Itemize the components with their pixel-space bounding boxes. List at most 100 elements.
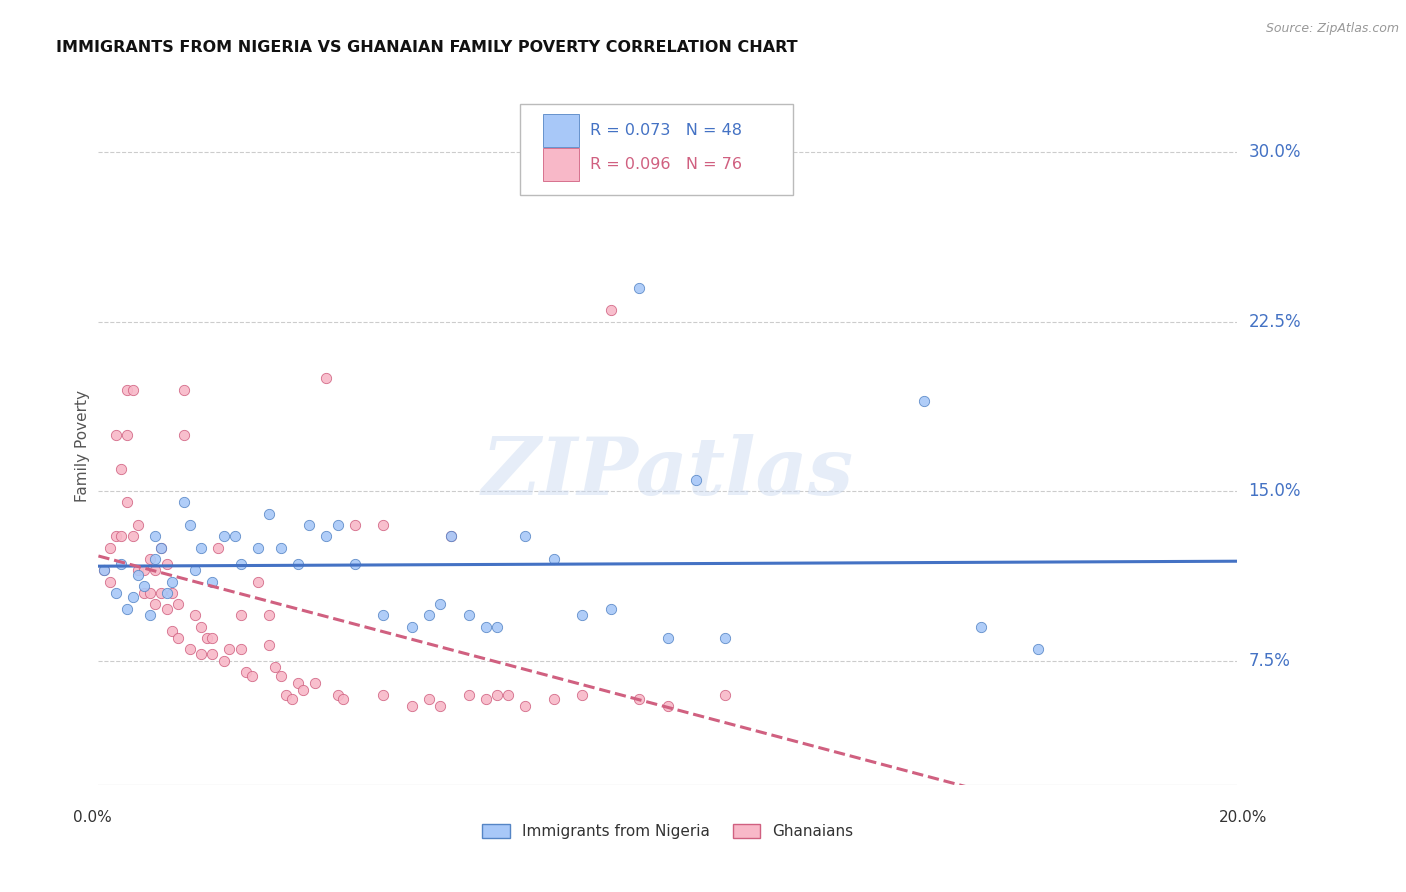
Point xyxy=(212,654,235,668)
Point xyxy=(190,647,212,661)
Point xyxy=(229,608,252,623)
Point xyxy=(162,586,184,600)
Point xyxy=(259,608,281,623)
Y-axis label: Family Poverty: Family Poverty xyxy=(75,390,90,502)
Point xyxy=(270,541,292,555)
Point xyxy=(457,688,479,702)
Point xyxy=(145,552,167,566)
Point xyxy=(714,688,737,702)
Point xyxy=(440,529,463,543)
Point xyxy=(287,557,309,571)
Point xyxy=(235,665,257,679)
Point xyxy=(515,698,537,713)
Point xyxy=(457,608,479,623)
Point xyxy=(104,586,127,600)
Point xyxy=(201,631,224,645)
Point xyxy=(145,597,167,611)
Text: IMMIGRANTS FROM NIGERIA VS GHANAIAN FAMILY POVERTY CORRELATION CHART: IMMIGRANTS FROM NIGERIA VS GHANAIAN FAMI… xyxy=(56,40,797,55)
Legend: Immigrants from Nigeria, Ghanaians: Immigrants from Nigeria, Ghanaians xyxy=(477,818,859,845)
Point xyxy=(657,698,679,713)
Point xyxy=(173,495,195,509)
Point xyxy=(156,601,179,615)
Point xyxy=(246,541,269,555)
Point xyxy=(543,692,565,706)
Point xyxy=(212,529,235,543)
Point xyxy=(173,383,195,397)
Point xyxy=(127,567,149,582)
Point xyxy=(498,688,520,702)
Point xyxy=(110,529,132,543)
Point xyxy=(127,518,149,533)
Point xyxy=(315,371,337,385)
Point xyxy=(167,631,190,645)
Point xyxy=(229,557,252,571)
Point xyxy=(628,281,651,295)
Point xyxy=(685,473,707,487)
Point xyxy=(173,427,195,442)
Point xyxy=(145,563,167,577)
Point xyxy=(127,563,149,577)
Point xyxy=(240,669,263,683)
Point xyxy=(1026,642,1049,657)
Point xyxy=(156,557,179,571)
Point xyxy=(429,698,451,713)
Point xyxy=(298,518,321,533)
Text: 30.0%: 30.0% xyxy=(1249,144,1301,161)
Point xyxy=(440,529,463,543)
Point xyxy=(287,676,309,690)
Text: ZIPatlas: ZIPatlas xyxy=(482,434,853,512)
Point xyxy=(474,620,496,634)
Point xyxy=(184,563,207,577)
Point xyxy=(132,579,155,593)
Point xyxy=(138,552,160,566)
Point xyxy=(373,688,395,702)
Point xyxy=(93,563,115,577)
Point xyxy=(628,692,651,706)
Point xyxy=(543,552,565,566)
Point xyxy=(115,495,138,509)
Point xyxy=(246,574,269,589)
Text: 22.5%: 22.5% xyxy=(1249,313,1301,331)
Point xyxy=(167,597,190,611)
Point xyxy=(190,541,212,555)
Point xyxy=(264,660,287,674)
Point xyxy=(304,676,326,690)
Point xyxy=(121,529,143,543)
Point xyxy=(93,563,115,577)
Point xyxy=(190,620,212,634)
Text: 7.5%: 7.5% xyxy=(1249,652,1291,670)
Point xyxy=(150,586,173,600)
Point xyxy=(115,383,138,397)
Point xyxy=(98,541,121,555)
Point xyxy=(150,541,173,555)
Point xyxy=(373,608,395,623)
Point xyxy=(138,608,160,623)
Point xyxy=(270,669,292,683)
Point xyxy=(121,383,143,397)
FancyBboxPatch shape xyxy=(543,148,579,181)
Point xyxy=(121,591,143,605)
Point xyxy=(418,608,440,623)
Point xyxy=(571,608,593,623)
Point xyxy=(179,642,201,657)
Point xyxy=(218,642,240,657)
Point xyxy=(571,688,593,702)
Point xyxy=(207,541,229,555)
Point xyxy=(912,393,935,408)
Point xyxy=(115,427,138,442)
Point xyxy=(179,518,201,533)
FancyBboxPatch shape xyxy=(520,103,793,195)
Text: Source: ZipAtlas.com: Source: ZipAtlas.com xyxy=(1265,22,1399,36)
Point xyxy=(315,529,337,543)
Point xyxy=(418,692,440,706)
Point xyxy=(195,631,218,645)
Point xyxy=(474,692,496,706)
Point xyxy=(600,303,623,318)
Point xyxy=(104,427,127,442)
Point xyxy=(104,529,127,543)
Point xyxy=(132,586,155,600)
Point xyxy=(343,518,366,533)
Point xyxy=(401,620,423,634)
Point xyxy=(201,574,224,589)
Text: R = 0.073   N = 48: R = 0.073 N = 48 xyxy=(591,123,742,138)
